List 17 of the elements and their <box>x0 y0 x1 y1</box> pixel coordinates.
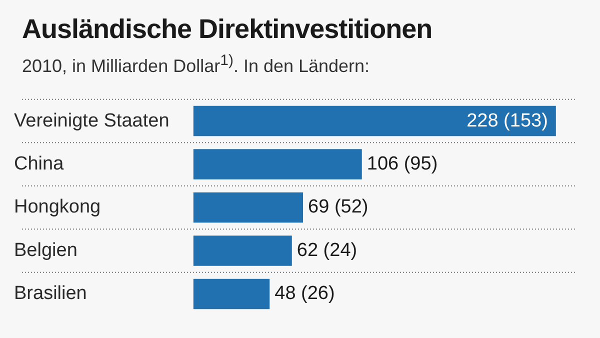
data-label: 48 (26) <box>274 283 335 304</box>
chart-title: Ausländische Direktinvestitionen <box>22 14 432 45</box>
data-label: 69 (52) <box>308 196 368 218</box>
data-label: 228 (153) <box>466 110 548 132</box>
data-label: 106 (95) <box>366 153 438 174</box>
chart-subtitle: 2010, in Milliarden Dollar$^{1)}$. In den Ländern: <box>22 52 370 77</box>
y-tick-label: Belgien <box>14 240 78 261</box>
y-tick-label: Hongkong <box>14 196 101 218</box>
bar <box>193 192 304 223</box>
y-tick-label: Vereinigte Staaten <box>14 110 170 132</box>
bar <box>193 106 556 136</box>
bar <box>193 149 362 180</box>
data-label: 62 (24) <box>296 240 358 261</box>
bar <box>193 278 270 310</box>
y-tick-label: China <box>14 153 64 174</box>
y-tick-label: Brasilien <box>14 283 87 304</box>
bar <box>193 236 292 266</box>
